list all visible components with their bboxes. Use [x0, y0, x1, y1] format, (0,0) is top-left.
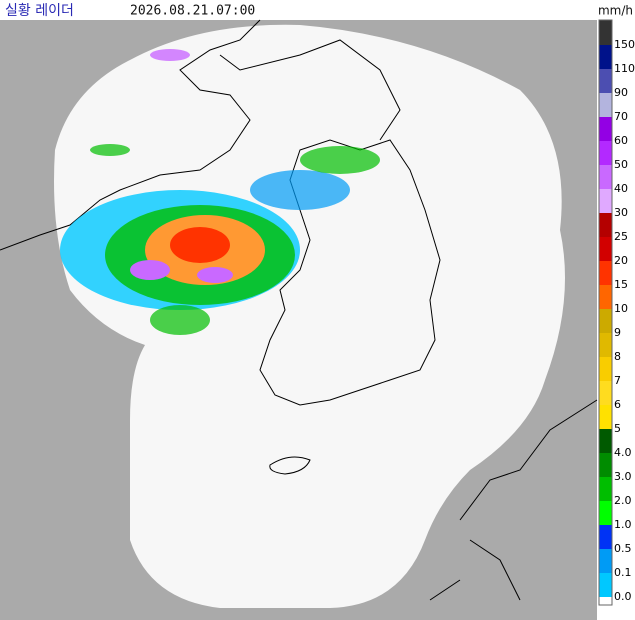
radar-coverage: [54, 24, 565, 608]
legend-swatch: [599, 357, 612, 381]
legend-label: 50: [614, 158, 628, 171]
legend-label: 2.0: [614, 494, 632, 507]
legend-swatch: [599, 261, 612, 285]
legend-label: 1.0: [614, 518, 632, 531]
legend-swatch: [599, 165, 612, 189]
timestamp: 2026.08.21.07:00: [130, 4, 255, 19]
legend-swatch: [599, 477, 612, 501]
legend-label: 25: [614, 230, 628, 243]
legend-swatch: [599, 525, 612, 549]
precipitation: [60, 49, 380, 335]
legend-label: 6: [614, 398, 621, 411]
legend-label: 60: [614, 134, 628, 147]
legend-border: [598, 19, 613, 606]
legend-swatch: [599, 381, 612, 405]
legend-label: 8: [614, 350, 621, 363]
legend-swatch: [599, 309, 612, 333]
legend: 150 110 90 70 60 50 40 30 25 20 15 10 9 8 7 6 5 4.0 3.0 2.0…: [598, 19, 635, 606]
legend-swatch: [599, 405, 612, 429]
legend-label: 70: [614, 110, 628, 123]
legend-label: 40: [614, 182, 628, 195]
legend-swatch: [599, 597, 612, 605]
legend-swatch: [599, 20, 612, 45]
legend-swatch: [599, 285, 612, 309]
legend-label: 20: [614, 254, 628, 267]
unit: mm/h: [598, 4, 633, 18]
legend-label: 3.0: [614, 470, 632, 483]
legend-swatch: [599, 333, 612, 357]
legend-label: 5: [614, 422, 621, 435]
legend-label: 4.0: [614, 446, 632, 459]
legend-swatch: [599, 429, 612, 453]
legend-swatch: [599, 141, 612, 165]
legend-label: 30: [614, 206, 628, 219]
map: [0, 19, 598, 620]
legend-swatch: [599, 237, 612, 261]
legend-swatch: [599, 573, 612, 597]
legend-label: 9: [614, 326, 621, 339]
legend-swatch: [599, 189, 612, 213]
legend-swatch: [599, 93, 612, 117]
legend-label: 15: [614, 278, 628, 291]
legend-swatch: [599, 45, 612, 69]
legend-swatch: [599, 213, 612, 237]
legend-label: 0.1: [614, 566, 632, 579]
legend-swatch: [599, 549, 612, 573]
legend-label: 0.5: [614, 542, 632, 555]
legend-label: 110: [614, 62, 635, 75]
legend-label: 0.0: [614, 590, 632, 603]
legend-swatch: [599, 117, 612, 141]
title: 실황 레이더: [5, 3, 74, 19]
legend-label: 150: [614, 38, 635, 51]
legend-label: 10: [614, 302, 628, 315]
legend-swatch: [599, 453, 612, 477]
legend-label: 7: [614, 374, 621, 387]
legend-label: 90: [614, 86, 628, 99]
legend-swatch: [599, 501, 612, 525]
legend-swatch: [599, 69, 612, 93]
coastlines: [0, 19, 598, 601]
